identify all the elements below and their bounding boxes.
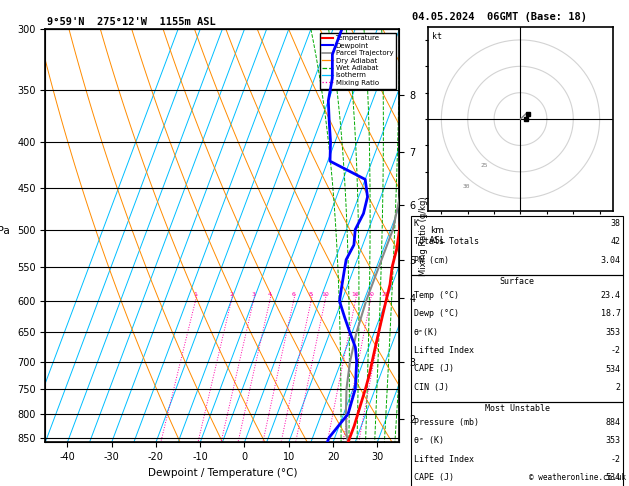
Text: Lifted Index: Lifted Index	[414, 455, 474, 464]
Text: 884: 884	[606, 418, 621, 427]
Text: 3: 3	[252, 292, 255, 297]
Text: 20: 20	[366, 292, 374, 297]
Text: Pressure (mb): Pressure (mb)	[414, 418, 479, 427]
Text: 8: 8	[309, 292, 313, 297]
Y-axis label: hPa: hPa	[0, 226, 9, 236]
Y-axis label: km
ASL: km ASL	[429, 226, 446, 245]
Text: θᵉ (K): θᵉ (K)	[414, 436, 444, 446]
Text: 42: 42	[611, 237, 621, 246]
Text: 9°59'N  275°12'W  1155m ASL: 9°59'N 275°12'W 1155m ASL	[47, 17, 216, 27]
Text: 534: 534	[606, 473, 621, 483]
Text: PW (cm): PW (cm)	[414, 256, 449, 265]
X-axis label: Dewpoint / Temperature (°C): Dewpoint / Temperature (°C)	[148, 468, 297, 478]
Text: -2: -2	[611, 346, 621, 355]
Text: 04.05.2024  06GMT (Base: 18): 04.05.2024 06GMT (Base: 18)	[412, 12, 587, 22]
Text: Surface: Surface	[499, 277, 535, 286]
Text: Dewp (°C): Dewp (°C)	[414, 309, 459, 318]
Text: Lifted Index: Lifted Index	[414, 346, 474, 355]
Text: 25: 25	[481, 162, 489, 168]
Text: 2: 2	[229, 292, 233, 297]
Text: CAPE (J): CAPE (J)	[414, 364, 454, 374]
Text: © weatheronline.co.uk: © weatheronline.co.uk	[529, 473, 626, 482]
Text: 25: 25	[381, 292, 389, 297]
Text: K: K	[414, 219, 419, 228]
Legend: Temperature, Dewpoint, Parcel Trajectory, Dry Adiabat, Wet Adiabat, Isotherm, Mi: Temperature, Dewpoint, Parcel Trajectory…	[320, 33, 396, 88]
Text: 6: 6	[292, 292, 296, 297]
Text: 18.7: 18.7	[601, 309, 621, 318]
Text: 2: 2	[616, 383, 621, 392]
Text: 23.4: 23.4	[601, 291, 621, 300]
Text: Most Unstable: Most Unstable	[484, 404, 550, 414]
Text: 10: 10	[321, 292, 329, 297]
Text: θᵉ(K): θᵉ(K)	[414, 328, 439, 337]
Text: 38: 38	[611, 219, 621, 228]
Text: CIN (J): CIN (J)	[414, 383, 449, 392]
Text: kt: kt	[432, 32, 442, 41]
Text: 4: 4	[268, 292, 272, 297]
Text: Temp (°C): Temp (°C)	[414, 291, 459, 300]
Text: 353: 353	[606, 328, 621, 337]
Text: 16: 16	[352, 292, 359, 297]
Text: CAPE (J): CAPE (J)	[414, 473, 454, 483]
Text: 1: 1	[194, 292, 198, 297]
Text: 534: 534	[606, 364, 621, 374]
Text: 3.04: 3.04	[601, 256, 621, 265]
Text: 30: 30	[462, 184, 470, 189]
Text: -2: -2	[611, 455, 621, 464]
Text: Mixing Ratio (g/kg): Mixing Ratio (g/kg)	[419, 196, 428, 276]
Text: 353: 353	[606, 436, 621, 446]
Text: Totals Totals: Totals Totals	[414, 237, 479, 246]
